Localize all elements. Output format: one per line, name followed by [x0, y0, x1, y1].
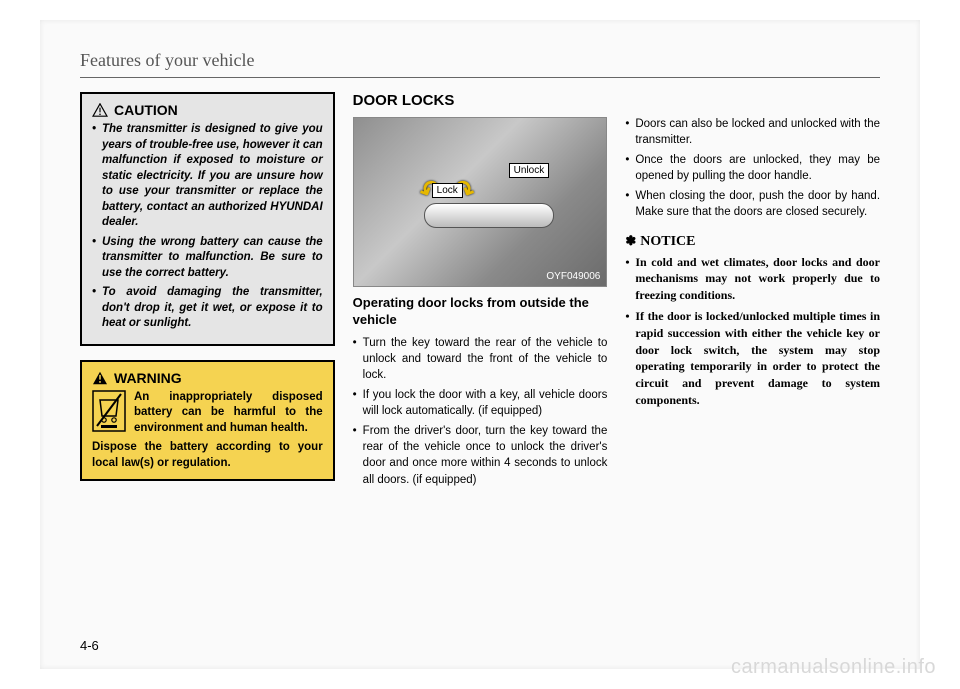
door-handle-shape — [424, 203, 554, 228]
column-layout: CAUTION The transmitter is designed to g… — [80, 92, 880, 495]
warning-title: WARNING — [114, 370, 182, 386]
list-item: Turn the key toward the rear of the vehi… — [353, 335, 608, 383]
caution-title: CAUTION — [114, 102, 178, 118]
subheading: Operating door locks from outside the ve… — [353, 295, 608, 329]
column-2: DOOR LOCKS ↶ ↶ Lock Unlock OYF049006 Ope… — [353, 92, 608, 495]
warning-footer: Dispose the battery according to your lo… — [92, 440, 323, 471]
caution-item: The transmitter is designed to give you … — [92, 122, 323, 231]
page-header: Features of your vehicle — [80, 50, 880, 78]
list-item: In cold and wet climates, door locks and… — [625, 254, 880, 304]
list-item: From the driver's door, turn the key tow… — [353, 423, 608, 487]
battery-disposal-icon — [92, 390, 126, 432]
spacer — [625, 92, 880, 116]
warning-lead-row: An inappropriately disposed battery can … — [92, 390, 323, 437]
caution-triangle-icon — [92, 103, 108, 117]
caution-box: CAUTION The transmitter is designed to g… — [80, 92, 335, 346]
page: Features of your vehicle CAUTION The tra… — [40, 20, 920, 669]
caution-title-row: CAUTION — [92, 102, 323, 118]
instruction-list-col2: Turn the key toward the rear of the vehi… — [353, 335, 608, 488]
door-handle-figure: ↶ ↶ Lock Unlock OYF049006 — [353, 117, 608, 287]
notice-title: ✽ NOTICE — [625, 233, 880, 250]
list-item: If you lock the door with a key, all veh… — [353, 387, 608, 419]
watermark: carmanualsonline.info — [731, 656, 936, 679]
section-title: DOOR LOCKS — [353, 92, 608, 109]
column-1: CAUTION The transmitter is designed to g… — [80, 92, 335, 495]
notice-symbol: ✽ — [625, 233, 636, 248]
warning-box: WARNING An inappropriately disposed batt… — [80, 360, 335, 482]
notice-title-text: NOTICE — [640, 234, 695, 249]
list-item: If the door is locked/unlocked multiple … — [625, 308, 880, 409]
page-number: 4-6 — [80, 638, 99, 653]
figure-code: OYF049006 — [546, 271, 600, 282]
caution-item: To avoid damaging the transmitter, don't… — [92, 285, 323, 332]
caution-item: Using the wrong battery can cause the tr… — [92, 235, 323, 282]
caution-list: The transmitter is designed to give you … — [92, 122, 323, 332]
figure-unlock-label: Unlock — [509, 163, 550, 178]
warning-triangle-icon — [92, 371, 108, 385]
figure-lock-label: Lock — [432, 183, 463, 198]
list-item: Doors can also be locked and unlocked wi… — [625, 116, 880, 148]
notice-list: In cold and wet climates, door locks and… — [625, 254, 880, 409]
warning-lead: An inappropriately disposed battery can … — [134, 390, 323, 437]
list-item: Once the doors are unlocked, they may be… — [625, 152, 880, 184]
warning-title-row: WARNING — [92, 370, 323, 386]
instruction-list-col3: Doors can also be locked and unlocked wi… — [625, 116, 880, 221]
list-item: When closing the door, push the door by … — [625, 188, 880, 220]
column-3: Doors can also be locked and unlocked wi… — [625, 92, 880, 495]
